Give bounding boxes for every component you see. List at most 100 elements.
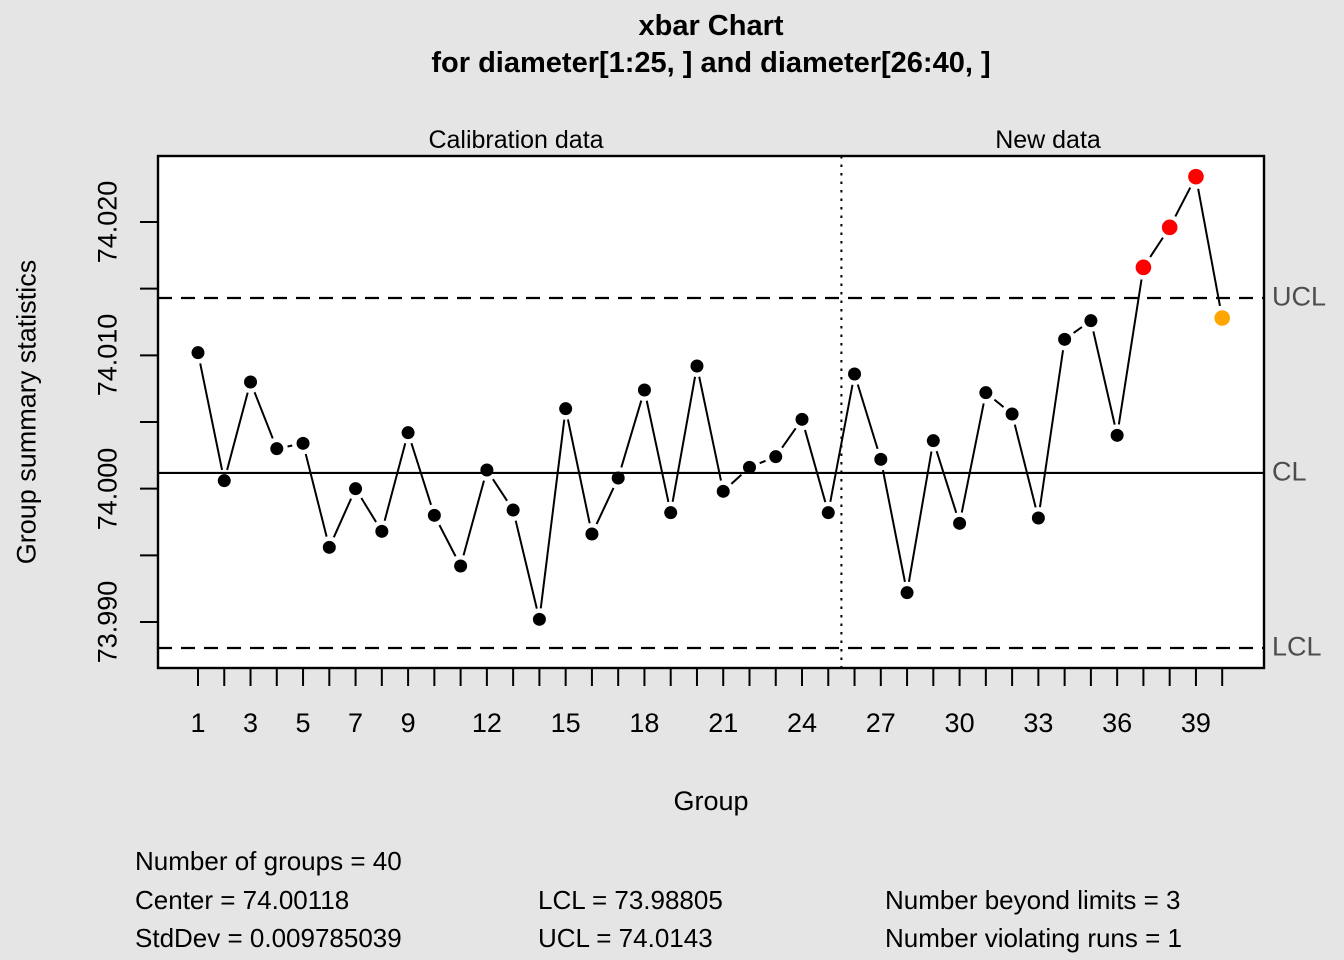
stat-violating-runs: Number violating runs = 1 [885,923,1182,953]
series-segment [1197,188,1221,307]
data-point [506,503,520,517]
series-segment [698,376,722,481]
series-segment [1117,279,1143,425]
series-segment [645,400,670,503]
data-point [611,471,625,485]
cl-line-label: CL [1272,456,1307,487]
stat-number-of-groups: Number of groups = 40 [135,846,402,876]
series-segment [199,363,224,471]
data-point [244,375,258,389]
data-point [1084,314,1098,328]
series-segment [438,524,457,557]
data-point [1135,259,1152,276]
x-tick-label: 27 [865,708,896,738]
data-point [1161,219,1178,236]
series-segment [360,497,377,523]
series-segment [804,429,827,503]
data-point [559,402,573,416]
data-point [401,426,415,440]
stat-beyond-limits: Number beyond limits = 3 [885,885,1181,915]
data-point [532,612,546,626]
stat-stddev: StdDev = 0.009785039 [135,923,402,953]
x-tick-label: 1 [190,708,206,738]
x-tick-label: 21 [708,708,739,738]
series-segment [1038,350,1065,508]
series-segment [566,419,591,524]
series-segment [907,451,933,582]
data-point [769,450,783,464]
stat-ucl: UCL = 74.0143 [538,923,713,953]
y-axis-title: Group summary statistics [11,259,42,565]
chart-title: xbar Chart [638,10,784,42]
data-point [349,482,363,496]
data-point [1005,407,1019,421]
chart-subtitle: for diameter[1:25, ] and diameter[26:40,… [431,47,991,79]
series-segment [462,480,485,556]
series-segment [492,478,508,502]
data-point [690,359,704,373]
x-tick-label: 24 [786,708,818,738]
series-segment [1174,187,1192,217]
series-segment [1073,326,1083,334]
series-segment [993,398,1005,408]
x-tick-label: 5 [295,708,311,738]
data-point [900,586,914,600]
data-point [1188,168,1204,185]
data-point [191,346,205,360]
series-segment [1149,237,1164,258]
series-segment [960,403,985,513]
x-tick-label: 12 [471,708,502,738]
y-tick-label: 74.010 [92,313,123,397]
x-tick-label: 3 [243,708,259,738]
data-point [1031,511,1045,525]
data-point [637,383,651,397]
x-tick-label: 36 [1102,708,1133,738]
data-point [375,524,389,538]
x-tick-label: 18 [629,708,660,738]
series-segment [935,450,958,514]
x-tick-label: 9 [400,708,416,738]
data-point [427,508,441,522]
data-point [716,484,730,498]
data-point [848,367,862,381]
new-data-label: New data [995,126,1101,154]
series-segment [881,469,906,583]
data-point [874,452,888,466]
series-segment [332,498,352,538]
series-segment [730,474,743,485]
lcl-line-label: LCL [1272,631,1322,662]
series-segment [1013,424,1037,508]
data-point [585,527,599,541]
series-segment [410,442,432,506]
series-segment [539,419,566,609]
data-point [953,516,967,530]
x-axis-title: Group [673,786,749,816]
calibration-data-label: Calibration data [428,126,604,154]
x-tick-label: 7 [348,708,364,738]
x-tick-label: 30 [944,708,975,738]
plot-border [156,154,1266,670]
data-point [795,412,809,426]
stat-lcl: LCL = 73.98805 [538,885,723,915]
series-segment [226,392,249,471]
data-point [480,463,494,477]
series-segment [304,453,328,537]
data-point [217,474,231,488]
series-segment [759,459,766,465]
series-segment [1092,331,1116,425]
series-segment [856,384,879,450]
data-point [296,436,310,450]
data-point [926,434,940,448]
x-tick-label: 15 [550,708,581,738]
ucl-line-label: UCL [1272,281,1327,312]
data-point [664,506,678,520]
series-segment [287,444,293,448]
y-tick-label: 74.000 [92,447,123,531]
data-point [1058,332,1072,346]
series-segment [514,520,538,609]
y-tick-label: 74.020 [92,180,123,264]
data-point [1110,428,1124,442]
series-segment [781,427,797,449]
